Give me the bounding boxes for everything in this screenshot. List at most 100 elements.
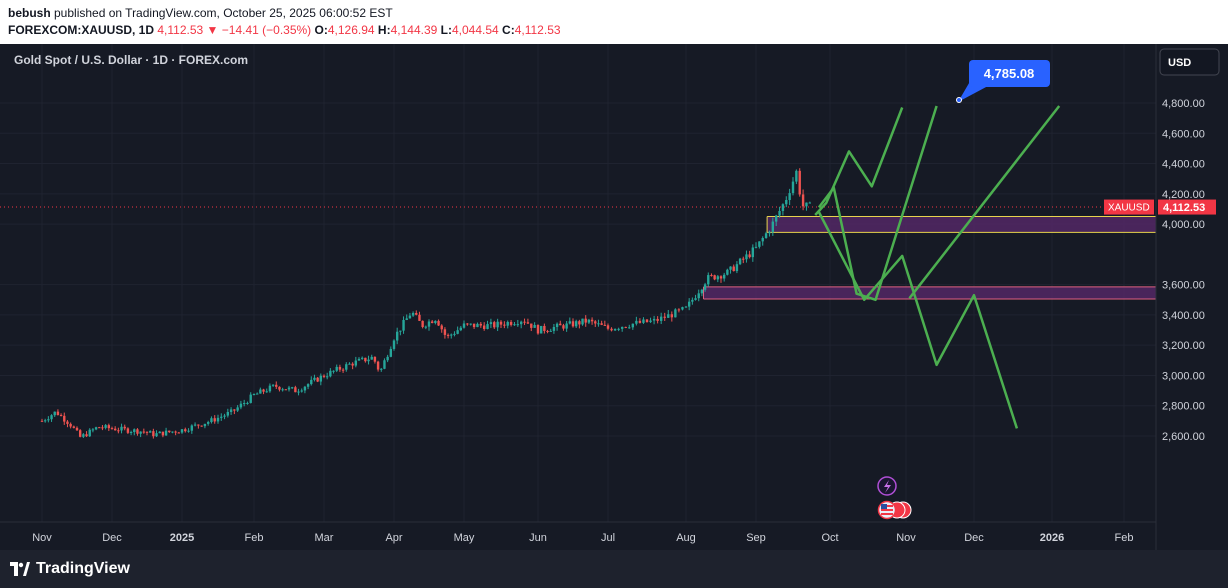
candle-up (88, 429, 91, 437)
candle-up (513, 324, 516, 326)
candle-down (107, 425, 111, 429)
candle-down (499, 321, 503, 325)
candle-up (700, 289, 704, 294)
candle-down (117, 430, 120, 432)
candle-up (164, 430, 168, 436)
candle-down (341, 369, 345, 371)
candle-up (180, 429, 184, 433)
candle-up (565, 323, 568, 329)
events-markers[interactable] (877, 476, 912, 520)
price-tick-label: 4,000.00 (1162, 219, 1205, 231)
candle-up (139, 431, 142, 434)
candle-up (754, 246, 758, 248)
low-value: 4,044.54 (451, 23, 499, 37)
candle-up (190, 425, 194, 431)
candle-down (322, 375, 326, 377)
candle-down (546, 330, 549, 332)
candle-up (716, 276, 720, 280)
candle-up (684, 306, 688, 308)
projection-bullish (814, 107, 904, 216)
candle-up (206, 422, 210, 424)
zones-layer (0, 206, 1156, 300)
chart-area[interactable]: 2,600.00 2,800.00 3,000.00 3,200.00 3,400.00… (0, 44, 1228, 550)
candle-up (486, 324, 489, 329)
candle-up (360, 357, 364, 359)
candle-down (152, 431, 155, 437)
candle-down (197, 424, 200, 426)
candle-down (275, 384, 278, 387)
time-tick-label: Jun (529, 532, 547, 544)
candle-up (246, 402, 249, 404)
callout-box (969, 60, 1050, 87)
candle-down (530, 323, 533, 328)
candle-up (469, 323, 472, 325)
candle-down (603, 324, 607, 326)
candle-down (142, 431, 146, 433)
price-chart[interactable]: 2,600.00 2,800.00 3,000.00 3,200.00 3,400.00… (0, 44, 1228, 550)
candle-up (402, 319, 405, 331)
price-tick-label: 3,200.00 (1162, 340, 1205, 352)
candle-up (383, 360, 386, 369)
time-tick-label: 2026 (1040, 532, 1064, 544)
candle-up (539, 325, 543, 334)
candle-down (472, 323, 476, 328)
price-tick-label: 2,600.00 (1162, 431, 1205, 443)
publish-info: bebush published on TradingView.com, Oct… (8, 6, 393, 20)
candle-up (357, 358, 361, 361)
candle-up (613, 329, 617, 331)
candle-down (101, 427, 104, 429)
candle-up (649, 320, 652, 323)
candle-up (370, 356, 373, 360)
candle-down (72, 426, 76, 428)
candle-up (187, 430, 190, 432)
candle-up (335, 366, 338, 371)
candle-down (610, 328, 613, 331)
projection-long (908, 105, 1061, 300)
currency-button[interactable]: USD (1159, 48, 1220, 76)
candle-up (236, 407, 239, 411)
candle-up (392, 340, 396, 349)
candle-up (319, 375, 323, 382)
candle-down (624, 326, 627, 328)
candle-up (297, 391, 300, 393)
candle-up (667, 314, 670, 318)
candle-up (459, 327, 463, 331)
candle-up (203, 423, 207, 427)
candle-down (126, 428, 130, 433)
candle-down (663, 316, 666, 318)
candle-up (424, 326, 428, 328)
candle-down (606, 325, 610, 329)
price-tick-label: 4,400.00 (1162, 159, 1205, 171)
tradingview-logo[interactable]: TradingView (10, 560, 130, 578)
time-axis[interactable]: Nov Dec 2025 Feb Mar Apr May Jun Jul Aug Sep Oct Nov… (32, 532, 1133, 544)
price-tag: XAUUSD 4,112.53 (1104, 199, 1216, 215)
candle-up (216, 417, 220, 422)
candle-down (437, 320, 440, 326)
candle-up (158, 431, 161, 434)
time-tick-label: Apr (385, 532, 402, 544)
chart-title: Gold Spot / U.S. Dollar · 1D · FOREX.com (14, 53, 248, 67)
author-name[interactable]: bebush (8, 6, 51, 20)
candle-up (306, 384, 310, 387)
candle-down (600, 323, 603, 325)
candle-up (229, 409, 233, 412)
candle-up (635, 320, 638, 324)
lightning-icon (884, 480, 891, 493)
candle-up (281, 389, 284, 391)
candle-down (798, 170, 801, 195)
candle-down (742, 258, 745, 260)
candle-up (506, 321, 509, 326)
candle-up (533, 324, 536, 328)
price-axis[interactable]: 2,600.00 2,800.00 3,000.00 3,200.00 3,400.00… (1162, 98, 1205, 443)
candle-up (617, 328, 620, 330)
callout-anchor (956, 97, 962, 103)
price-tick-label: 3,400.00 (1162, 310, 1205, 322)
target-callout[interactable]: 4,785.08 (956, 60, 1051, 103)
time-tick-label: Dec (964, 532, 984, 544)
candle-down (56, 411, 60, 416)
candle-down (430, 321, 434, 323)
candle-up (255, 393, 259, 395)
time-tick-label: Feb (245, 532, 264, 544)
price-tick-label: 3,000.00 (1162, 370, 1205, 382)
candle-up (674, 309, 677, 318)
